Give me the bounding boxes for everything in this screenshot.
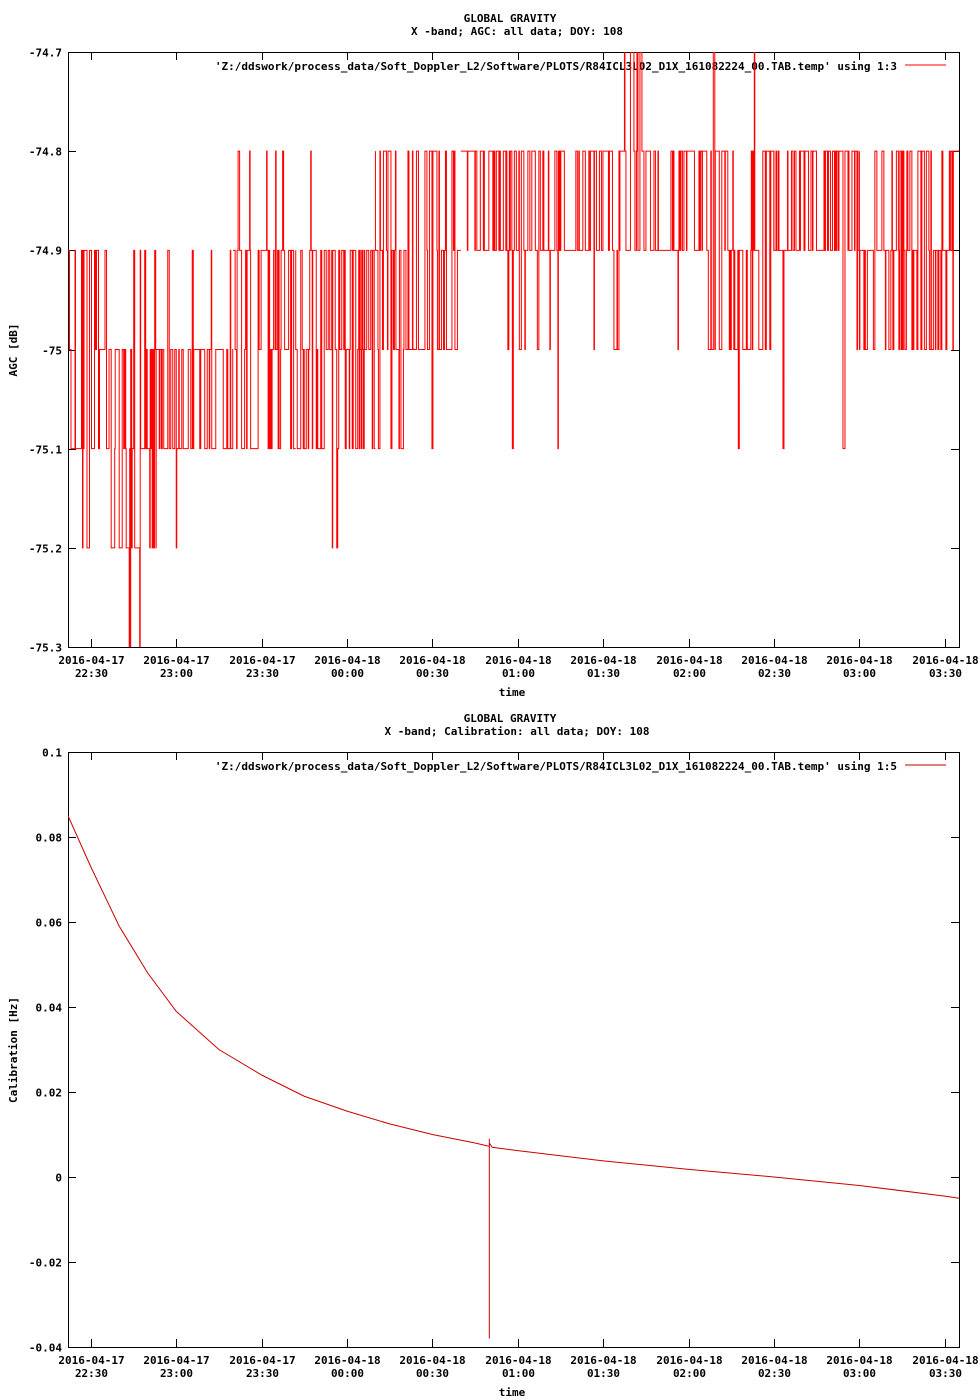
series-line [68,52,959,647]
series-line [68,815,959,1339]
plot-frame [68,752,960,1348]
y-tick-label: -0.02 [29,1257,62,1270]
y-axis-label: Calibration [Hz] [7,997,20,1103]
x-tick-label-date: 2016-04-18 [399,1354,465,1367]
x-tick-label-date: 2016-04-17 [58,1354,124,1367]
x-tick-label-time: 03:30 [929,667,962,680]
x-tick-label-date: 2016-04-18 [656,654,722,667]
y-tick-label: 0 [55,1172,62,1185]
y-tick-label: 0.04 [36,1002,63,1015]
x-tick-label-time: 22:30 [75,1367,108,1380]
x-tick-label-time: 23:30 [246,1367,279,1380]
x-tick-label-date: 2016-04-18 [656,1354,722,1367]
chart-title: GLOBAL GRAVITY [464,12,557,25]
x-axis-label: time [499,686,526,699]
x-tick-label-date: 2016-04-18 [570,654,636,667]
x-tick-label-date: 2016-04-18 [741,1354,807,1367]
y-tick-label: -75.2 [29,543,62,556]
x-tick-label-time: 00:30 [416,1367,449,1380]
calibration-chart: GLOBAL GRAVITY X -band; Calibration: all… [7,712,979,1399]
x-tick-label-date: 2016-04-18 [826,1354,892,1367]
x-tick-label-time: 03:00 [843,1367,876,1380]
x-tick-label-time: 02:30 [758,1367,791,1380]
x-tick-label-time: 03:00 [843,667,876,680]
x-tick-label-time: 00:00 [331,667,364,680]
x-tick-label-date: 2016-04-18 [741,654,807,667]
x-tick-label-time: 22:30 [75,667,108,680]
x-tick-label-date: 2016-04-17 [229,654,295,667]
legend-label: 'Z:/ddswork/process_data/Soft_Doppler_L2… [215,760,897,773]
y-tick-label: -74.8 [29,146,62,159]
x-tick-label-time: 23:30 [246,667,279,680]
legend-label: 'Z:/ddswork/process_data/Soft_Doppler_L2… [215,60,897,73]
x-tick-label-date: 2016-04-18 [314,1354,380,1367]
y-tick-label: -74.7 [29,47,62,60]
chart-subtitle: X -band; AGC: all data; DOY: 108 [411,25,623,38]
y-tick-label: 0.08 [36,832,63,845]
y-tick-label: -75 [42,345,62,358]
x-tick-label-date: 2016-04-17 [143,1354,209,1367]
y-axis-label: AGC [dB] [7,324,20,377]
x-tick-label-date: 2016-04-18 [399,654,465,667]
x-tick-label-time: 23:00 [160,1367,193,1380]
chart-subtitle: X -band; Calibration: all data; DOY: 108 [385,725,650,738]
x-tick-label-time: 23:00 [160,667,193,680]
y-tick-label: 0.02 [36,1087,63,1100]
x-tick-label-date: 2016-04-18 [912,1354,978,1367]
y-tick-label: 0.1 [42,747,62,760]
x-tick-label-time: 01:30 [587,1367,620,1380]
x-tick-label-time: 01:00 [502,667,535,680]
x-tick-label-time: 00:30 [416,667,449,680]
chart-title: GLOBAL GRAVITY [464,712,557,725]
x-tick-label-date: 2016-04-18 [912,654,978,667]
y-tick-label: -75.3 [29,642,62,655]
x-tick-label-time: 00:00 [331,1367,364,1380]
x-tick-label-date: 2016-04-18 [826,654,892,667]
x-tick-label-date: 2016-04-18 [485,654,551,667]
x-tick-label-date: 2016-04-17 [58,654,124,667]
y-tick-label: -0.04 [29,1342,62,1355]
x-tick-label-time: 03:30 [929,1367,962,1380]
agc-chart: GLOBAL GRAVITY X -band; AGC: all data; D… [7,12,979,699]
x-tick-label-date: 2016-04-18 [570,1354,636,1367]
x-tick-label-date: 2016-04-17 [229,1354,295,1367]
x-tick-label-time: 02:00 [673,667,706,680]
y-tick-label: -74.9 [29,245,62,258]
x-tick-label-date: 2016-04-17 [143,654,209,667]
x-tick-label-time: 02:00 [673,1367,706,1380]
x-tick-label-date: 2016-04-18 [314,654,380,667]
y-tick-label: 0.06 [36,917,63,930]
y-tick-label: -75.1 [29,444,62,457]
x-tick-label-time: 01:30 [587,667,620,680]
x-tick-label-date: 2016-04-18 [485,1354,551,1367]
x-tick-label-time: 02:30 [758,667,791,680]
x-tick-label-time: 01:00 [502,1367,535,1380]
x-axis-label: time [499,1386,526,1399]
